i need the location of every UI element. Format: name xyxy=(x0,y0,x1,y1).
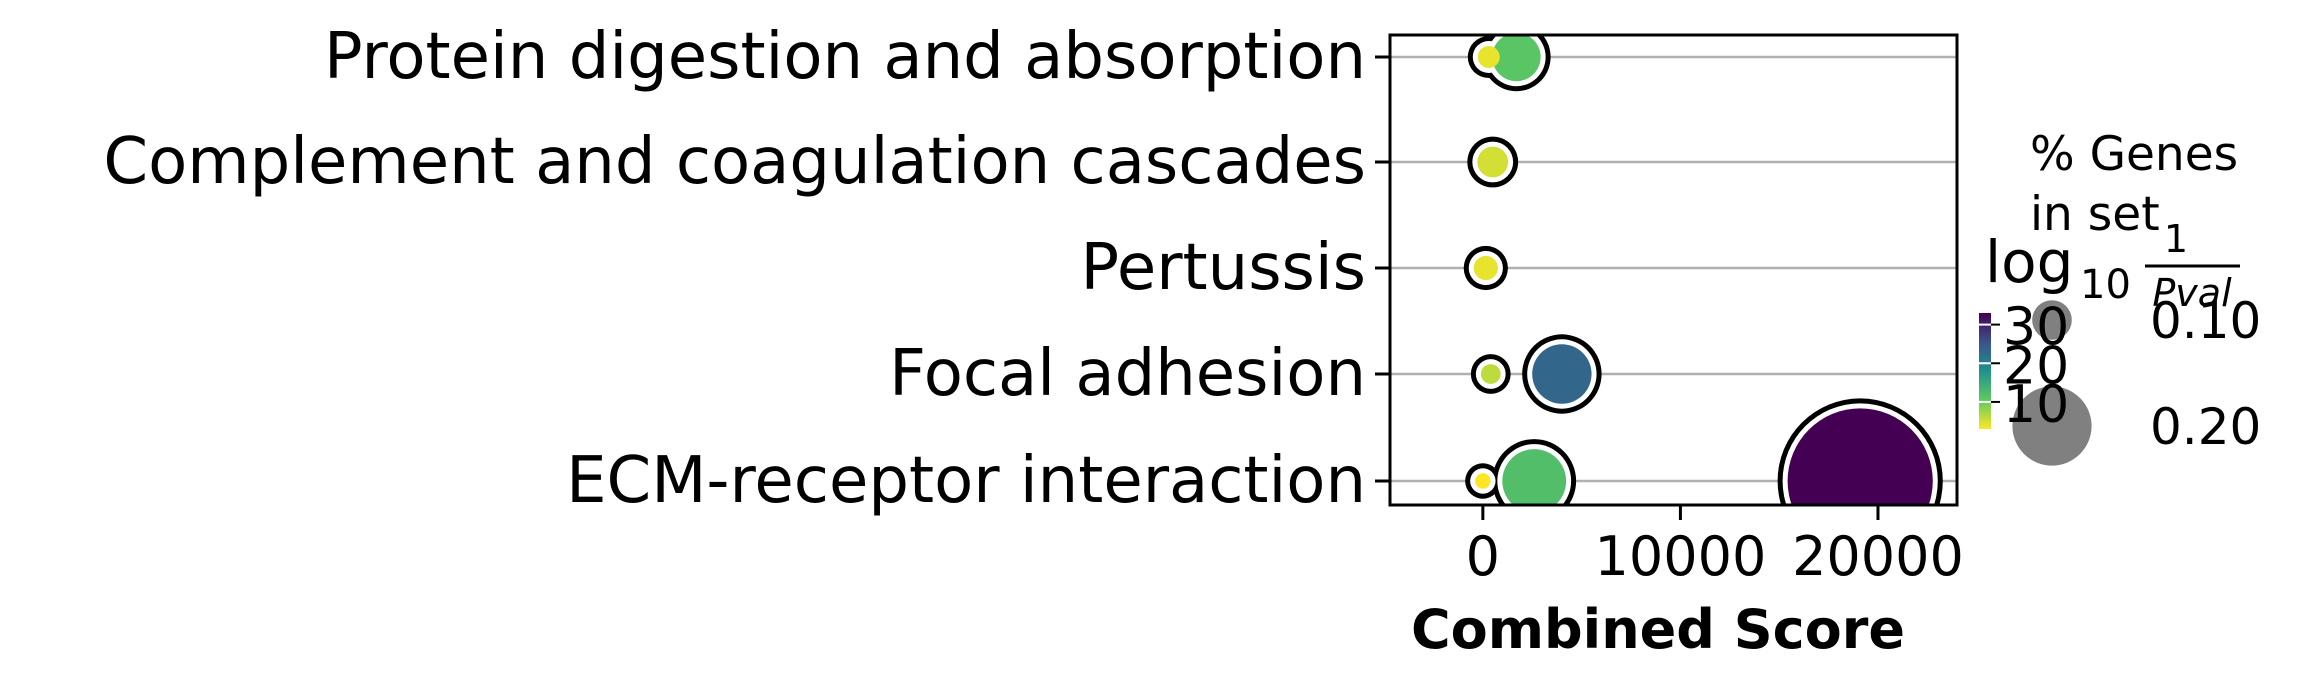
colorbar xyxy=(1979,313,1991,429)
data-point xyxy=(1532,344,1592,404)
svg-text:10: 10 xyxy=(2080,262,2131,308)
y-tick-label: Complement and coagulation cascades xyxy=(103,125,1366,199)
colorbar-tick-label: 30 xyxy=(2003,298,2069,358)
size-legend-marker xyxy=(2032,300,2072,340)
x-axis-ticks: 0 10000 20000 xyxy=(1466,505,1964,588)
y-tick-label: Protein digestion and absorption xyxy=(324,20,1366,94)
y-axis-ticks: Protein digestion and absorption Compleme… xyxy=(103,20,1390,518)
data-point xyxy=(1477,146,1509,178)
data-point xyxy=(1473,255,1498,281)
y-tick-label: Pertussis xyxy=(1081,231,1366,305)
colorbar-tick-label: 10 xyxy=(2003,375,2069,435)
data-point xyxy=(1477,46,1500,68)
size-legend-title-line2: in set xyxy=(2030,187,2160,242)
svg-text:log: log xyxy=(1985,228,2073,296)
y-tick-label: ECM-receptor interaction xyxy=(566,444,1366,518)
data-point xyxy=(1475,473,1491,489)
data-point xyxy=(1492,35,1541,82)
data-point xyxy=(1502,449,1567,505)
colorbar-title: log 10 1 Pval xyxy=(1985,217,2240,315)
colorbar-tick-label: 20 xyxy=(2003,336,2069,396)
size-legend: % Genes in set 0.10 0.20 xyxy=(2012,127,2261,466)
x-tick-label: 10000 xyxy=(1595,525,1767,588)
x-tick-label: 20000 xyxy=(1792,525,1964,588)
x-axis-label: Combined Score xyxy=(1411,598,1905,661)
svg-text:1: 1 xyxy=(2164,217,2188,261)
x-tick-label: 0 xyxy=(1466,525,1500,588)
size-legend-marker xyxy=(2012,386,2092,466)
y-tick-label: Focal adhesion xyxy=(889,337,1366,411)
data-points xyxy=(1463,35,1943,505)
plot-frame xyxy=(1388,33,1959,507)
size-legend-label: 0.20 xyxy=(2150,398,2261,456)
size-legend-label: 0.10 xyxy=(2150,292,2261,350)
data-point xyxy=(1480,364,1501,384)
data-point xyxy=(1787,408,1933,505)
svg-text:Pval: Pval xyxy=(2152,271,2232,315)
size-legend-title-line1: % Genes xyxy=(2030,127,2238,182)
